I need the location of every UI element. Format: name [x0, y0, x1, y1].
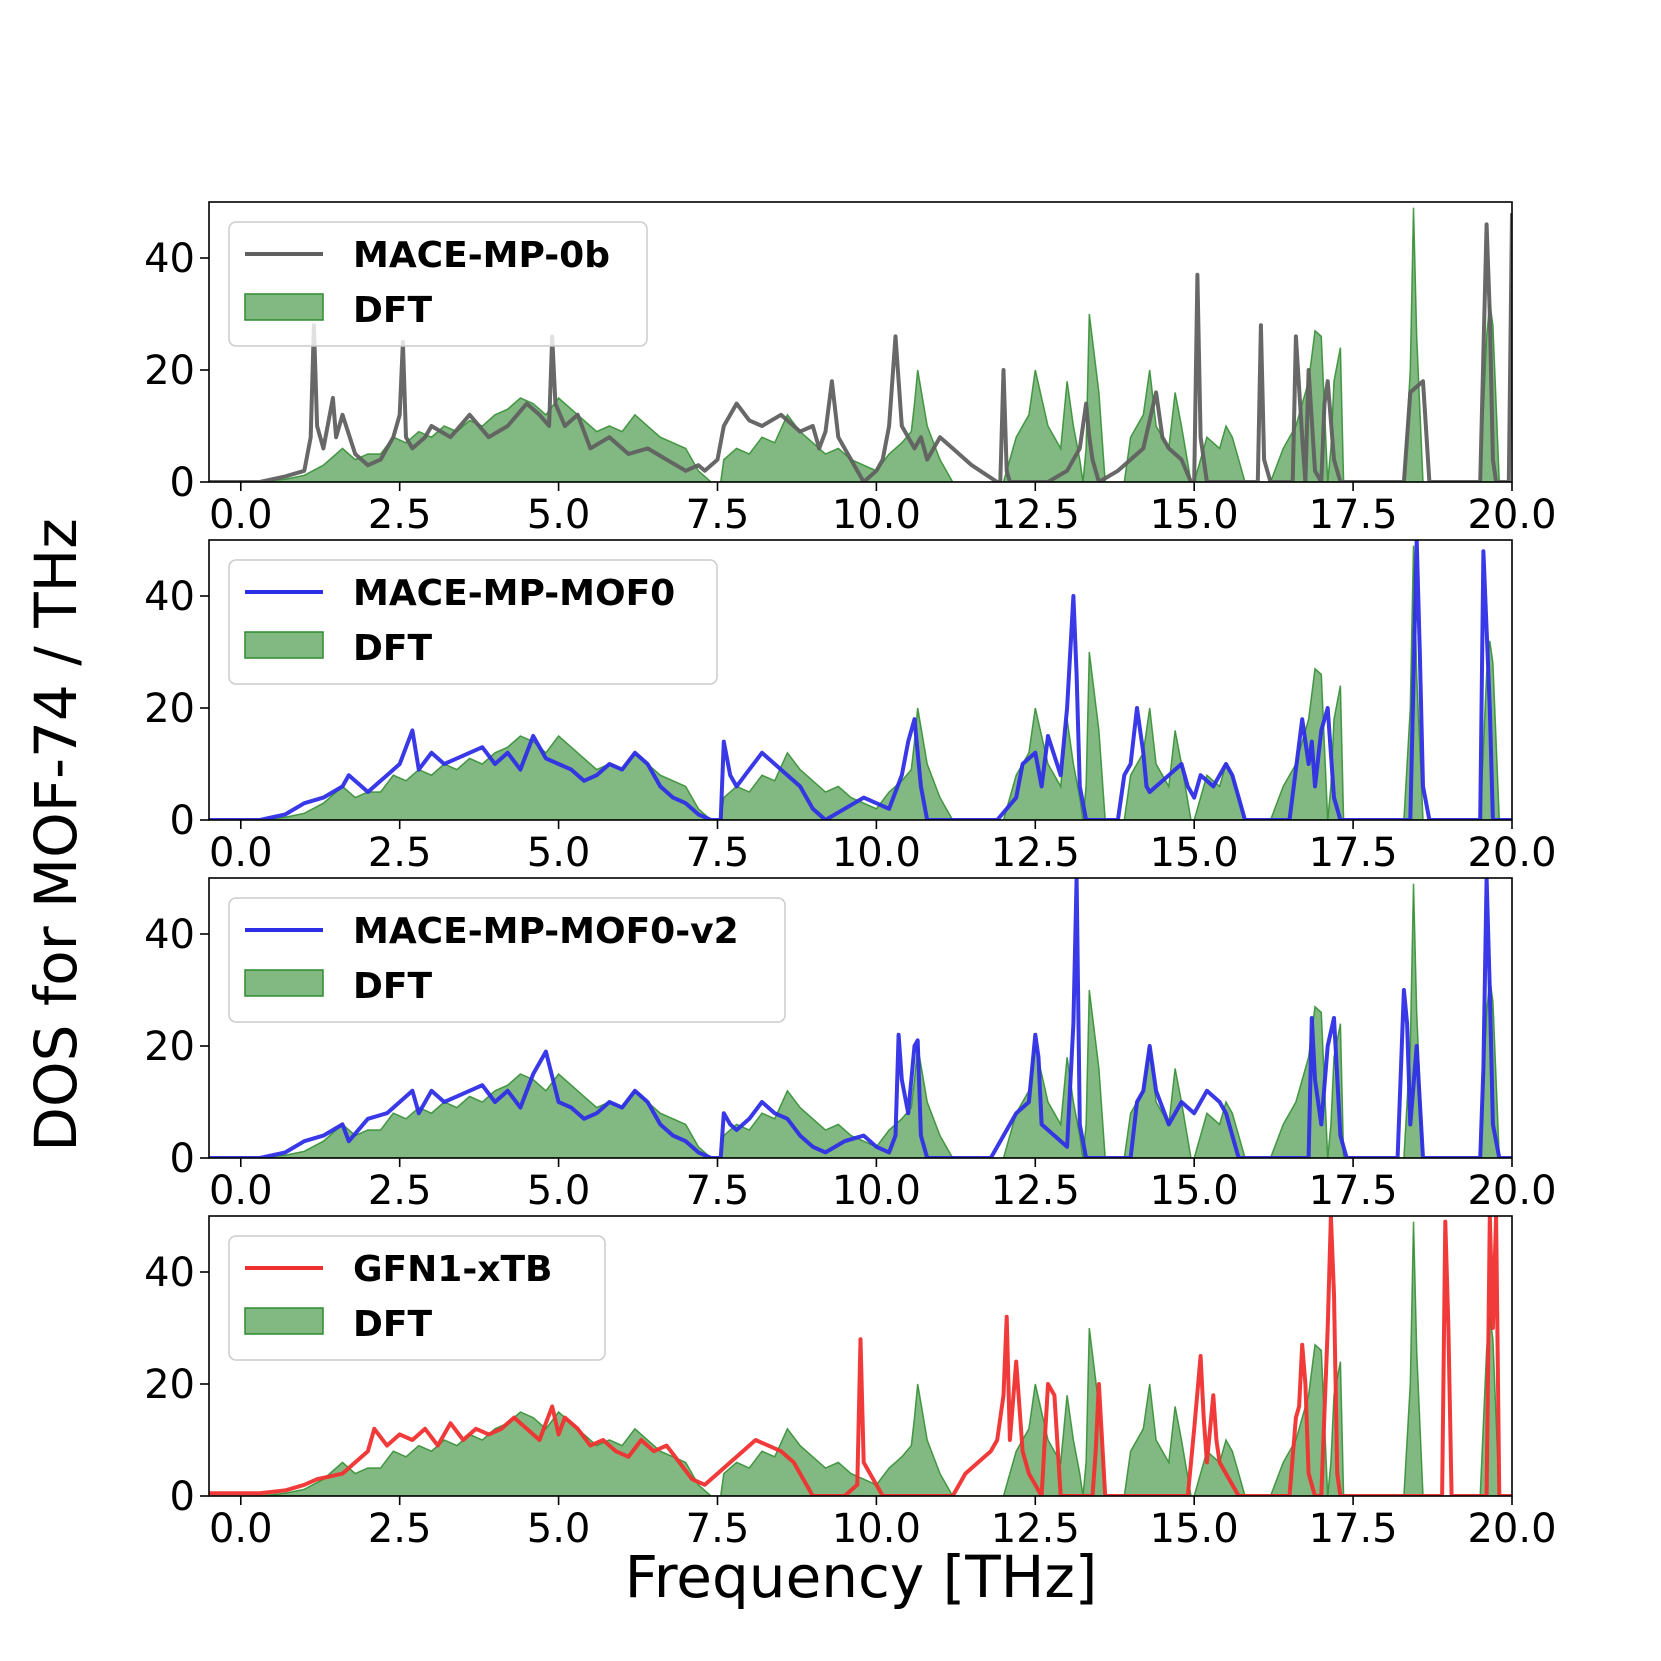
x-tick-label: 7.5	[686, 830, 750, 876]
legend: MACE-MP-0b DFT	[228, 221, 648, 347]
x-tick-label: 15.0	[1150, 492, 1239, 538]
x-tick-label: 17.5	[1309, 830, 1398, 876]
legend-label-dft: DFT	[353, 966, 432, 1007]
axes-frame	[208, 201, 1513, 483]
y-tick-label: 20	[144, 686, 195, 732]
x-tick-label: 12.5	[991, 1168, 1080, 1214]
x-tick-label: 7.5	[686, 1506, 750, 1552]
x-tick-label: 0.0	[209, 830, 273, 876]
legend-area-swatch	[244, 631, 324, 659]
x-tick-label: 17.5	[1309, 492, 1398, 538]
x-tick-label: 15.0	[1150, 1168, 1239, 1214]
y-tick-label: 40	[144, 574, 195, 620]
x-tick-label: 5.0	[527, 830, 591, 876]
x-tick-label: 20.0	[1467, 492, 1556, 538]
x-tick-label: 12.5	[991, 1506, 1080, 1552]
x-tick-label: 20.0	[1467, 1506, 1556, 1552]
legend-label-dft: DFT	[353, 290, 432, 331]
legend: GFN1-xTB DFT	[228, 1235, 606, 1361]
axes-frame	[208, 539, 1513, 821]
y-axis-title: DOS for MOF-74 / THz	[22, 518, 90, 1151]
x-tick-label: 7.5	[686, 492, 750, 538]
legend: MACE-MP-MOF0 DFT	[228, 559, 718, 685]
dft-area	[209, 1221, 1512, 1496]
series-line	[209, 540, 1512, 820]
legend-label-model: MACE-MP-0b	[353, 235, 610, 276]
y-tick-label: 0	[170, 798, 195, 844]
x-tick-label: 5.0	[527, 1168, 591, 1214]
x-tick-label: 2.5	[368, 830, 432, 876]
x-tick-label: 10.0	[832, 1168, 921, 1214]
x-tick-label: 0.0	[209, 1168, 273, 1214]
series-line	[209, 1216, 1512, 1496]
x-tick-label: 10.0	[832, 492, 921, 538]
x-tick-label: 2.5	[368, 1168, 432, 1214]
legend-area-swatch	[244, 293, 324, 321]
plot-area	[209, 207, 1512, 482]
panel-2: 0.0 2.5 5.0 7.5 10.0 12.5 15.0 17.5 20.0 0 20 40 MAC…	[144, 539, 1557, 876]
x-tick-label: 15.0	[1150, 1506, 1239, 1552]
axes-frame	[208, 1215, 1513, 1497]
legend-box	[228, 221, 648, 347]
x-tick-label: 0.0	[209, 1506, 273, 1552]
legend-box	[228, 559, 718, 685]
panel-4: 0.0 2.5 5.0 7.5 10.0 12.5 15.0 17.5 20.0 0 20 40 GFN…	[144, 1215, 1557, 1552]
legend-area-swatch	[244, 1307, 324, 1335]
panel-3: 0.0 2.5 5.0 7.5 10.0 12.5 15.0 17.5 20.0 0 20 40 MAC…	[144, 877, 1557, 1214]
x-tick-label: 0.0	[209, 492, 273, 538]
legend: MACE-MP-MOF0-v2 DFT	[228, 897, 786, 1023]
x-tick-label: 12.5	[991, 492, 1080, 538]
x-tick-label: 5.0	[527, 1506, 591, 1552]
legend-label-dft: DFT	[353, 1304, 432, 1345]
plot-area	[209, 1216, 1512, 1496]
legend-label-model: MACE-MP-MOF0	[353, 573, 675, 614]
dft-area	[209, 207, 1512, 482]
axes-frame	[208, 877, 1513, 1159]
plot-area	[209, 540, 1512, 820]
x-tick-label: 12.5	[991, 830, 1080, 876]
legend-label-model: MACE-MP-MOF0-v2	[353, 911, 739, 952]
x-tick-label: 7.5	[686, 1168, 750, 1214]
legend-area-swatch	[244, 969, 324, 997]
x-tick-label: 2.5	[368, 1506, 432, 1552]
x-tick-label: 17.5	[1309, 1168, 1398, 1214]
x-tick-label: 2.5	[368, 492, 432, 538]
plot-area	[209, 878, 1512, 1158]
series-line	[209, 878, 1512, 1158]
x-tick-label: 10.0	[832, 1506, 921, 1552]
legend-label-model: GFN1-xTB	[353, 1249, 552, 1290]
y-tick-label: 20	[144, 1362, 195, 1408]
x-tick-label: 17.5	[1309, 1506, 1398, 1552]
panel-1: 0.0 2.5 5.0 7.5 10.0 12.5 15.0 17.5 20.0 0 20 40 MAC…	[144, 201, 1557, 538]
y-tick-label: 40	[144, 236, 195, 282]
y-tick-label: 0	[170, 1136, 195, 1182]
x-tick-label: 10.0	[832, 830, 921, 876]
y-tick-label: 20	[144, 348, 195, 394]
legend-label-dft: DFT	[353, 628, 432, 669]
y-tick-label: 20	[144, 1024, 195, 1070]
y-tick-label: 40	[144, 1250, 195, 1296]
panels-group: 0.0 2.5 5.0 7.5 10.0 12.5 15.0 17.5 20.0 0 20 40 MAC…	[144, 201, 1557, 1552]
y-tick-label: 40	[144, 912, 195, 958]
legend-box	[228, 897, 786, 1023]
y-tick-label: 0	[170, 460, 195, 506]
x-tick-label: 5.0	[527, 492, 591, 538]
x-axis-title: Frequency [THz]	[625, 1543, 1098, 1611]
x-tick-label: 20.0	[1467, 1168, 1556, 1214]
series-line	[209, 213, 1512, 482]
x-tick-label: 20.0	[1467, 830, 1556, 876]
x-tick-label: 15.0	[1150, 830, 1239, 876]
y-tick-label: 0	[170, 1474, 195, 1520]
